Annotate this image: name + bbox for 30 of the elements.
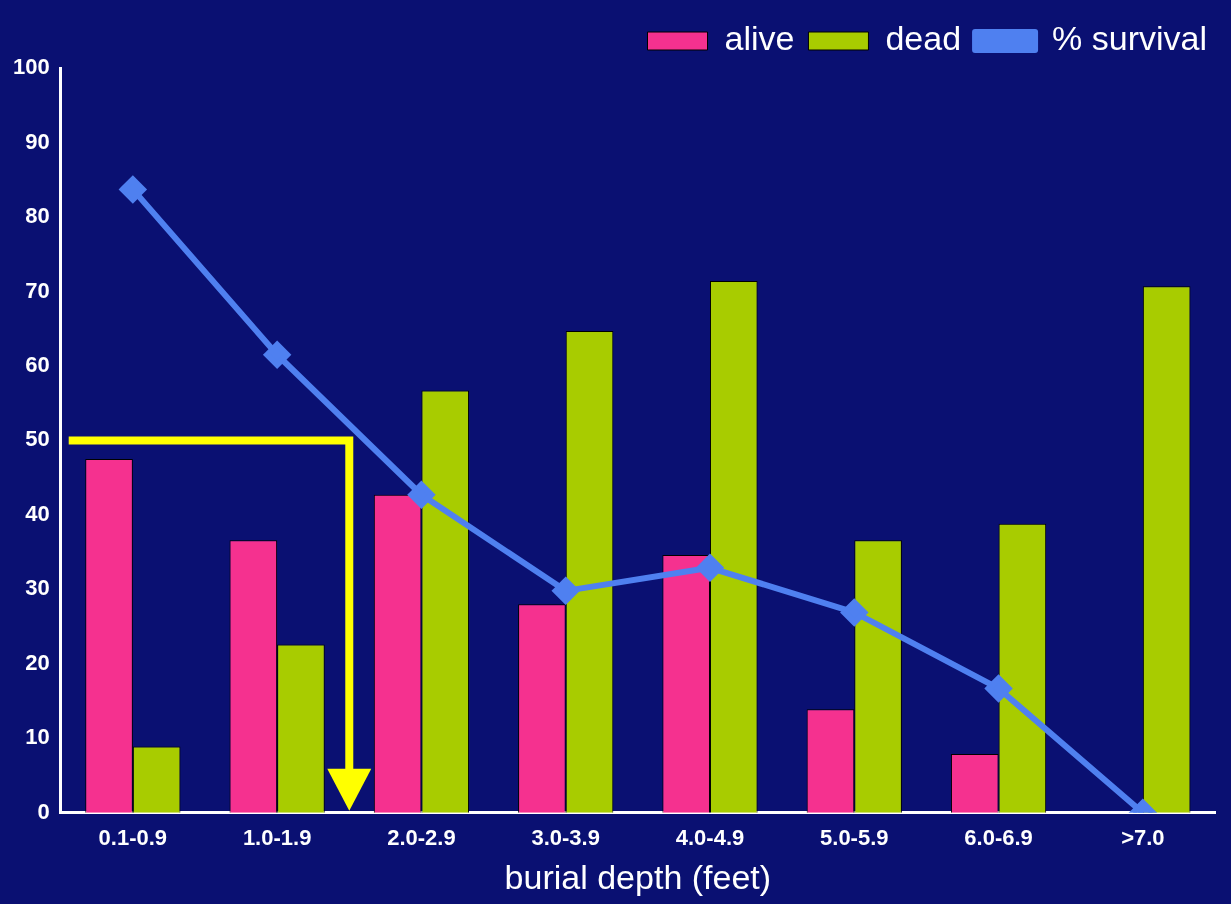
y-tick-label: 40 (25, 500, 50, 526)
x-axis-title: burial depth (feet) (504, 857, 772, 896)
y-tick-label: 10 (25, 724, 50, 750)
x-tick-label: 1.0-1.9 (242, 825, 312, 851)
x-tick-label: 3.0-3.9 (531, 825, 600, 851)
x-tick-label: 5.0-5.9 (820, 825, 889, 851)
x-tick-label: 6.0-6.9 (964, 825, 1033, 851)
y-tick-label: 30 (25, 575, 50, 601)
point (264, 341, 291, 368)
x-tick-label: 4.0-4.9 (675, 825, 745, 851)
y-tick-label: 90 (25, 128, 50, 154)
legend-label: dead (885, 19, 962, 58)
x-tick-label: >7.0 (1121, 825, 1165, 851)
y-tick-label: 80 (25, 203, 50, 229)
point (408, 481, 435, 508)
x-tick-label: 0.1-0.9 (98, 825, 168, 851)
point (552, 577, 579, 604)
x-tick-label: 2.0-2.9 (387, 825, 456, 851)
point (985, 675, 1012, 702)
y-tick-label: 20 (25, 649, 50, 675)
y-tick-label: 60 (25, 351, 50, 377)
y-tick-label: 0 (37, 798, 50, 824)
y-tick-label: 70 (25, 277, 50, 303)
legend-label: % survival (1052, 19, 1208, 58)
point (119, 176, 146, 203)
point (841, 599, 868, 626)
point (697, 554, 723, 581)
legend-label: alive (724, 19, 795, 58)
y-tick-label: 50 (25, 426, 50, 452)
y-tick-label: 100 (12, 54, 50, 80)
